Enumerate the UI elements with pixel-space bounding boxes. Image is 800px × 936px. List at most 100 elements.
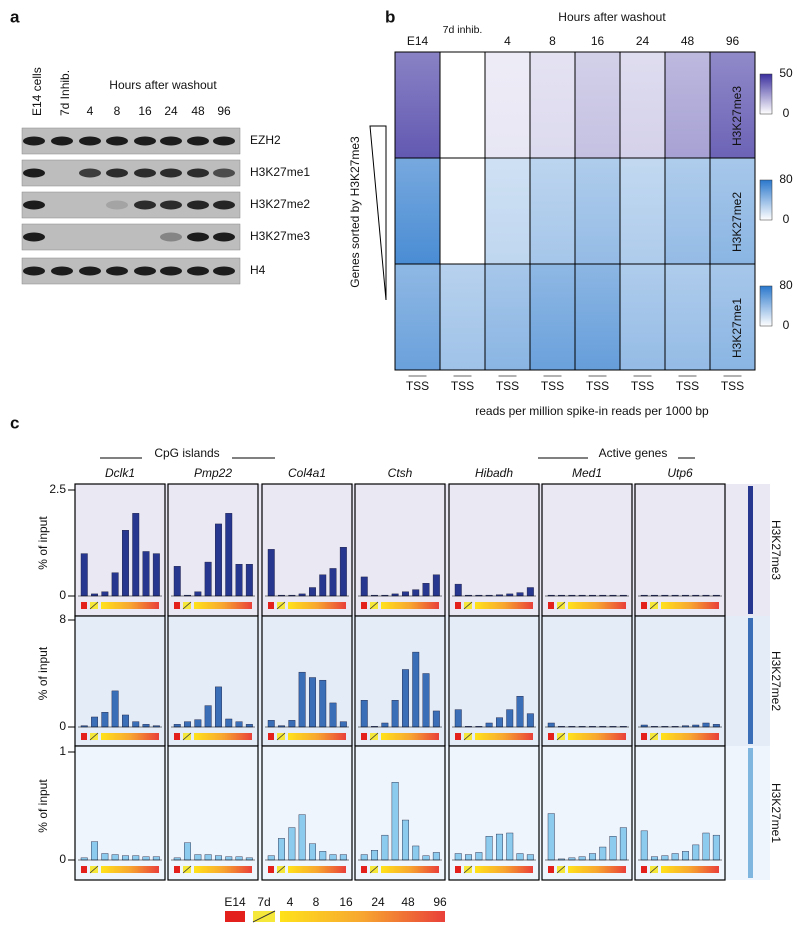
legend-e14 <box>548 866 554 873</box>
legend-time <box>568 602 626 609</box>
blot-band <box>187 168 209 178</box>
heatmap-cell <box>664 263 711 371</box>
blot-band <box>106 200 128 210</box>
blot-band <box>213 232 235 242</box>
bar <box>412 651 420 728</box>
band-label: H3K27me2 <box>250 197 310 211</box>
row-background <box>75 484 770 616</box>
tss-label: TSS <box>406 379 429 393</box>
heatmap-cell <box>664 157 711 265</box>
row-label: H3K27me1 <box>769 783 783 843</box>
bar <box>568 857 576 861</box>
bar <box>339 721 347 728</box>
legend-time <box>101 866 159 873</box>
legend-e14 <box>641 733 647 740</box>
blot-band <box>79 136 101 146</box>
panel-label: a <box>10 7 20 26</box>
y-tick-label: 2.5 <box>49 482 66 496</box>
gene-panel <box>74 745 166 881</box>
gene-panel <box>261 745 353 881</box>
legend-time <box>101 602 159 609</box>
heatmap-cell <box>709 51 756 159</box>
bar <box>101 853 109 861</box>
bar <box>319 574 327 597</box>
heatmap-cell <box>484 157 531 265</box>
bar <box>121 714 129 728</box>
colorbar-tick-label: 80 <box>779 172 793 186</box>
bar <box>475 852 483 861</box>
blot-band <box>23 266 45 276</box>
bar <box>121 855 129 861</box>
legend-e14 <box>641 866 647 873</box>
legend-label: 24 <box>371 895 385 909</box>
y-tick-label: 0 <box>59 588 66 602</box>
row-label: H3K27me3 <box>730 86 744 146</box>
legend-e14 <box>174 602 180 609</box>
bar <box>80 857 88 861</box>
bar <box>225 513 233 597</box>
heatmap-cell <box>484 51 531 159</box>
bar <box>245 857 253 861</box>
bar <box>609 836 617 861</box>
bar <box>432 574 440 597</box>
bar <box>298 671 306 728</box>
blot-band <box>213 200 235 210</box>
legend-7d-hatch <box>182 865 192 874</box>
column-label: 7d inhib. <box>443 24 483 36</box>
bar <box>516 853 524 861</box>
y-tick-label: 1 <box>59 744 66 758</box>
bar <box>496 717 503 728</box>
hour-label: 24 <box>164 104 178 118</box>
blot-band <box>187 136 209 146</box>
blot-band <box>134 136 156 146</box>
bar <box>651 856 658 861</box>
bar <box>682 851 689 861</box>
bar <box>432 710 440 728</box>
bar <box>712 724 720 728</box>
band-label: H3K27me3 <box>250 229 310 243</box>
blot-band <box>160 200 182 210</box>
bar <box>101 712 109 728</box>
legend-7d-hatch <box>649 601 659 610</box>
bar <box>267 549 275 597</box>
bar <box>214 686 222 728</box>
bar <box>402 669 409 728</box>
bar <box>204 705 212 728</box>
row-strip <box>748 618 753 744</box>
legend-time <box>661 866 719 873</box>
heatmap-cell <box>394 51 441 159</box>
bar <box>329 854 337 861</box>
group-label: Active genes <box>599 446 668 460</box>
bar <box>101 591 109 597</box>
hour-label: 8 <box>114 104 121 118</box>
bar <box>360 576 368 597</box>
bar <box>132 855 140 861</box>
heatmap-cell <box>529 157 576 265</box>
bar <box>506 593 514 597</box>
bar <box>578 856 586 861</box>
bar <box>619 827 627 861</box>
tss-label: TSS <box>676 379 699 393</box>
bar <box>485 722 493 728</box>
lane-label: E14 cells <box>30 67 44 116</box>
bar <box>412 589 420 597</box>
band-label: H4 <box>250 263 266 277</box>
legend-e14 <box>455 602 461 609</box>
legend-7d-hatch <box>276 732 286 741</box>
legend-label: 16 <box>339 895 353 909</box>
bar <box>391 700 399 728</box>
bar <box>422 673 430 728</box>
heatmap-cell <box>619 157 666 265</box>
tss-label: TSS <box>496 379 519 393</box>
legend-time <box>568 733 626 740</box>
bar <box>309 587 316 597</box>
hour-label: 96 <box>726 34 740 48</box>
colorbar-tick-label: 0 <box>783 318 790 332</box>
tss-label: TSS <box>631 379 654 393</box>
gene-label: Dclk1 <box>105 466 135 480</box>
bar <box>194 719 202 728</box>
legend-time <box>194 866 252 873</box>
legend-time <box>280 911 445 922</box>
bar <box>214 523 222 597</box>
bar <box>329 702 337 728</box>
